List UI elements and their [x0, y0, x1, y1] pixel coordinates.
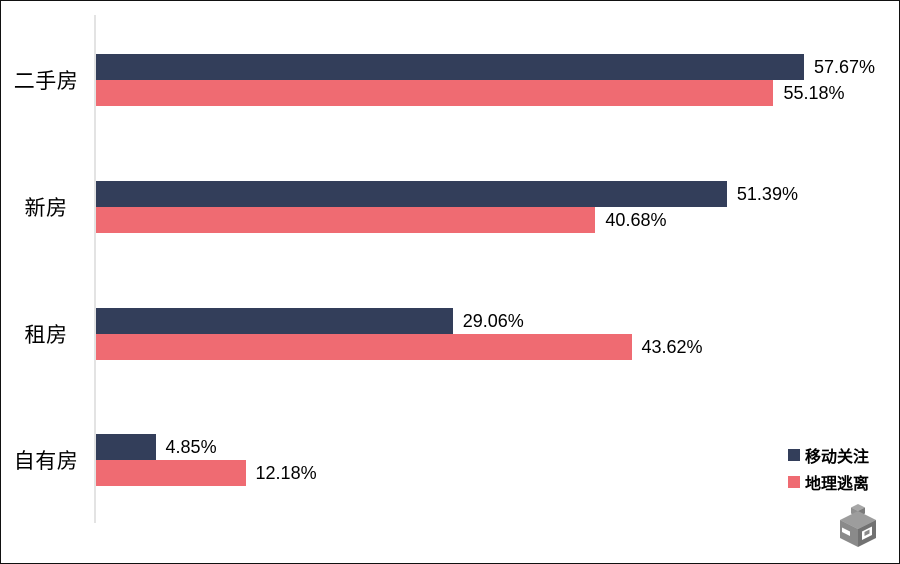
bar-mobile-focus	[96, 434, 156, 460]
legend-item-geo-escape: 地理逃离	[788, 471, 870, 493]
bar-mobile-focus	[96, 308, 453, 334]
bar-geo-escape	[96, 207, 596, 233]
category-label: 新房	[24, 197, 68, 220]
legend-label: 移动关注	[805, 448, 870, 466]
value-label: 4.85%	[165, 437, 217, 457]
legend: 移动关注 地理逃离	[788, 444, 869, 498]
bar-geo-escape	[96, 80, 774, 106]
value-label: 43.62%	[641, 337, 703, 357]
legend-swatch-geo-escape-icon	[788, 475, 800, 488]
value-label: 40.68%	[605, 210, 667, 230]
bar-geo-escape	[96, 334, 632, 360]
bar-mobile-focus	[96, 181, 727, 207]
category-label: 租房	[24, 324, 68, 347]
bar-mobile-focus	[96, 54, 804, 80]
value-label: 57.67%	[814, 57, 876, 77]
category-label: 自有房	[13, 450, 79, 473]
y-axis-line	[94, 15, 96, 523]
legend-swatch-mobile-focus-icon	[788, 448, 800, 461]
category-label: 二手房	[13, 70, 79, 93]
bar-geo-escape	[96, 460, 246, 486]
legend-item-mobile-focus: 移动关注	[788, 444, 870, 466]
value-label: 55.18%	[783, 83, 845, 103]
value-label: 29.06%	[462, 311, 524, 331]
value-label: 12.18%	[255, 463, 317, 483]
value-label: 51.39%	[736, 184, 798, 204]
isometric-cube-logo-icon	[834, 501, 882, 549]
legend-label: 地理逃离	[805, 475, 870, 493]
